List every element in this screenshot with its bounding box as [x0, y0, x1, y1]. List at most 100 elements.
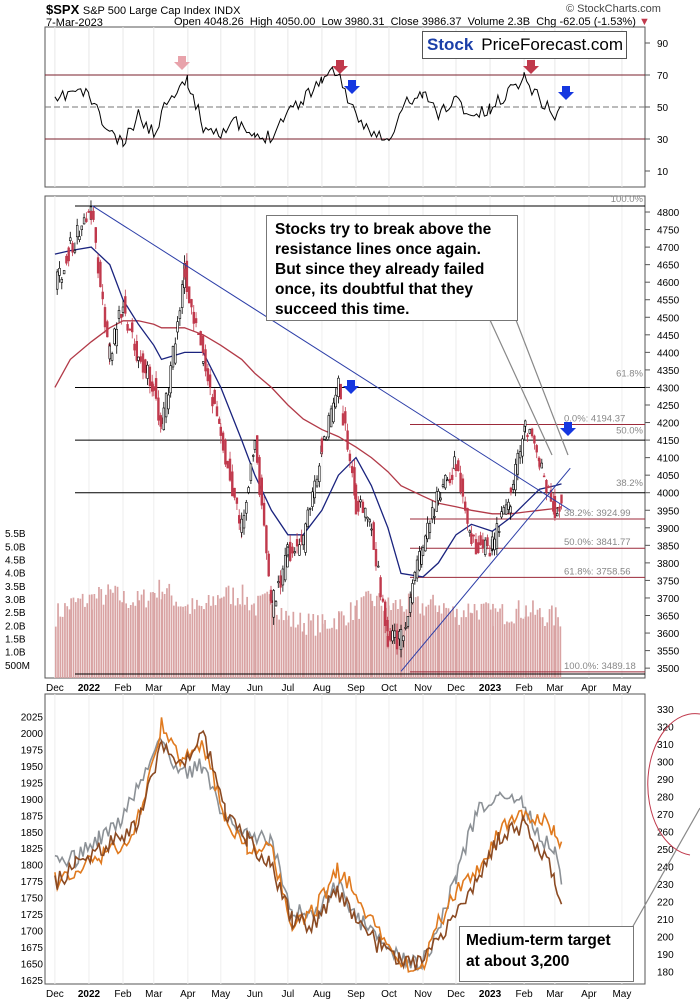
- volume-bar: [436, 612, 439, 678]
- candle-body: [76, 225, 79, 238]
- volume-bar: [70, 598, 72, 678]
- candle-body: [479, 535, 482, 546]
- x-tick-label-bottom: Sep: [347, 989, 365, 1000]
- volume-bar: [378, 593, 380, 678]
- candle-body: [272, 590, 275, 618]
- candle-body: [185, 260, 189, 293]
- rsi-y-tick-label: 30: [657, 135, 669, 146]
- volume-bar: [72, 597, 75, 678]
- volume-bar: [100, 589, 103, 678]
- rsi-red-arrow: [332, 60, 348, 74]
- x-tick-label-top: Mar: [546, 683, 564, 694]
- volume-bar: [551, 605, 553, 678]
- candle-body: [357, 500, 360, 512]
- logo-stock: Stock: [423, 35, 478, 55]
- candle-body: [457, 460, 460, 472]
- volume-bar: [541, 617, 544, 678]
- candle-body: [141, 353, 145, 373]
- volume-bar: [492, 626, 494, 678]
- volume-bar: [244, 604, 246, 678]
- volume-bar: [456, 608, 458, 678]
- volume-bar: [271, 610, 274, 678]
- price-y-tick-label: 4450: [657, 331, 680, 342]
- volume-bar: [182, 606, 184, 678]
- volume-bar: [79, 598, 82, 678]
- candle-body: [430, 507, 434, 520]
- volume-bar: [417, 596, 419, 678]
- volume-bar: [189, 613, 191, 678]
- volume-bar: [203, 609, 205, 678]
- candle-body: [262, 502, 266, 526]
- comp-y2-tick-label: 290: [657, 775, 674, 786]
- volume-bar: [205, 603, 208, 678]
- candle-body: [439, 497, 442, 501]
- volume-bar: [123, 591, 125, 678]
- candle-body: [344, 411, 347, 424]
- candle-body: [497, 531, 501, 533]
- price-y-tick-label: 4800: [657, 208, 680, 219]
- candle-body: [488, 552, 491, 557]
- candle-body: [453, 456, 456, 469]
- volume-bar: [385, 607, 387, 678]
- volume-y-tick-label: 4.5B: [5, 556, 26, 567]
- open-value: 4048.26: [203, 16, 244, 28]
- level-percent-label: 50.0%: [616, 426, 643, 437]
- candle-body: [253, 440, 257, 450]
- volume-bar: [440, 613, 443, 678]
- volume-bar: [367, 590, 370, 678]
- candle-body: [361, 501, 365, 513]
- candle-body: [144, 359, 147, 374]
- volume-bar: [405, 609, 408, 678]
- candle-body: [325, 439, 328, 441]
- candle-body: [124, 296, 127, 314]
- volume-bar: [147, 600, 150, 678]
- candle-body: [406, 615, 410, 627]
- volume-bar: [343, 615, 345, 678]
- candle-body: [78, 236, 81, 241]
- price-y-tick-label: 4100: [657, 454, 680, 465]
- comp-y-tick-label: 1750: [21, 894, 44, 905]
- x-tick-label-top: Apr: [581, 683, 597, 694]
- rsi-line: [54, 66, 562, 148]
- candle-body: [481, 539, 485, 549]
- candle-body: [178, 310, 182, 319]
- candle-body: [221, 432, 225, 451]
- price-y-tick-label: 3800: [657, 559, 680, 570]
- volume-bar: [434, 605, 437, 678]
- volume-bar: [121, 602, 123, 678]
- volume-bar: [175, 601, 177, 678]
- candle-body: [160, 417, 163, 424]
- volume-bar: [276, 614, 278, 678]
- candle-body: [509, 506, 512, 514]
- candle-body: [474, 539, 478, 555]
- volume-bar: [362, 596, 365, 678]
- price-y-tick-label: 4550: [657, 296, 680, 307]
- volume-bar: [301, 631, 304, 678]
- volume-bar: [494, 608, 497, 678]
- candle-body: [495, 523, 499, 549]
- candle-body: [208, 374, 212, 388]
- price-y-tick-label: 3750: [657, 576, 680, 587]
- comp-series-brown: [54, 729, 563, 971]
- volume-bar: [297, 624, 299, 678]
- candle-body: [424, 535, 427, 552]
- candle-body: [388, 630, 392, 641]
- volume-bar: [84, 606, 86, 678]
- x-tick-label-top: Dec: [46, 683, 64, 694]
- volume-bar: [232, 587, 234, 678]
- x-tick-label-bottom: Mar: [145, 989, 163, 1000]
- volume-bar: [125, 603, 127, 678]
- volume-bar: [478, 619, 480, 678]
- candle-body: [402, 635, 405, 641]
- candle-body: [265, 525, 268, 554]
- candle-body: [67, 247, 70, 262]
- comp-y2-tick-label: 230: [657, 880, 674, 891]
- volume-bar: [227, 585, 230, 678]
- volume-bar: [88, 594, 91, 678]
- volume-bar: [554, 607, 557, 678]
- candle-body: [295, 539, 299, 547]
- x-tick-label-top: Feb: [114, 683, 132, 694]
- volume-bar: [520, 617, 522, 678]
- volume-bar: [145, 607, 147, 678]
- candle-body: [117, 309, 121, 319]
